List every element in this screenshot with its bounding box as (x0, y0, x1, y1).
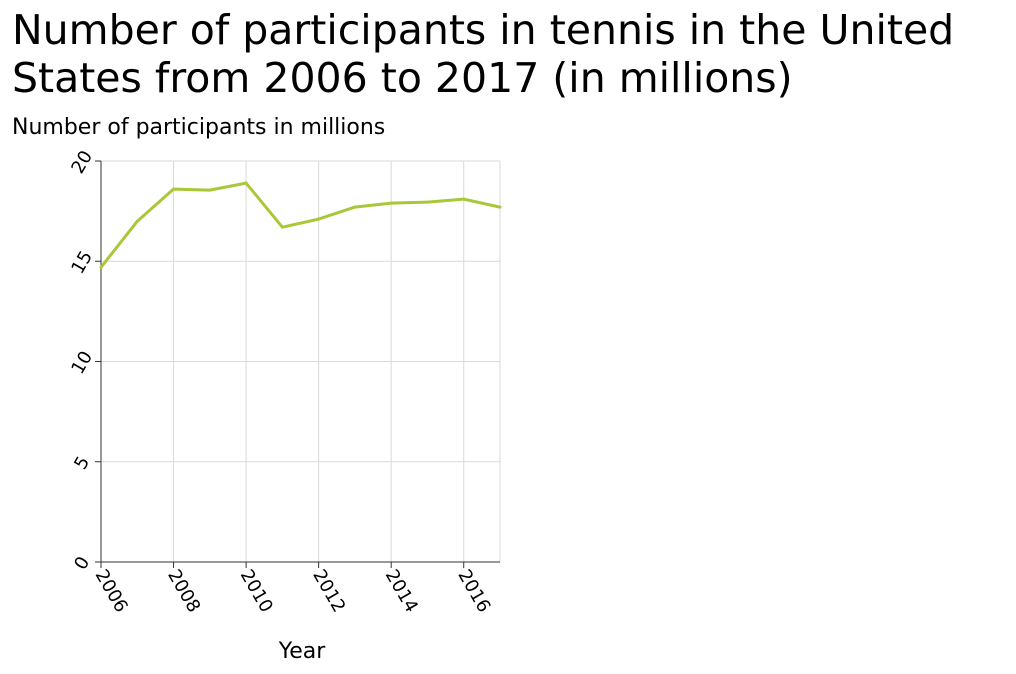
data-point-2008 (172, 187, 176, 191)
data-point-2007 (135, 219, 139, 223)
y-tick-labels: 0 5 10 15 20 (67, 147, 97, 573)
grid-lines (100, 160, 501, 563)
data-point-2009 (208, 188, 212, 192)
y-tick-label: 15 (67, 247, 97, 277)
x-tick-label: 2006 (91, 566, 132, 616)
y-axis-label: Number of participants in millions (12, 115, 385, 140)
x-tick-label: 2010 (236, 566, 277, 616)
x-axis-label: Year (278, 639, 327, 664)
axes (95, 160, 500, 568)
data-point-2010 (244, 181, 248, 185)
x-tick-label: 2012 (308, 566, 349, 616)
data-point-2012 (317, 217, 321, 221)
data-point-2014 (389, 201, 393, 205)
y-tick-label: 10 (67, 348, 97, 378)
data-point-2017 (498, 205, 502, 209)
x-tick-label: 2008 (163, 566, 204, 616)
data-point-2013 (353, 205, 357, 209)
series-line-0 (99, 181, 501, 269)
data-point-2015 (425, 200, 429, 204)
data-point-2016 (462, 197, 466, 201)
series-group (99, 181, 502, 269)
data-point-2006 (99, 265, 103, 269)
y-tick-label: 20 (67, 147, 97, 177)
x-tick-label: 2014 (381, 566, 422, 616)
chart-title: Number of participants in tennis in the … (12, 6, 955, 102)
y-tick-label: 0 (70, 553, 94, 573)
y-tick-label: 5 (70, 453, 94, 473)
data-point-2011 (280, 225, 284, 229)
x-tick-labels: 2006 2008 2010 2012 2014 2016 (91, 566, 495, 616)
x-tick-label: 2016 (453, 566, 494, 616)
